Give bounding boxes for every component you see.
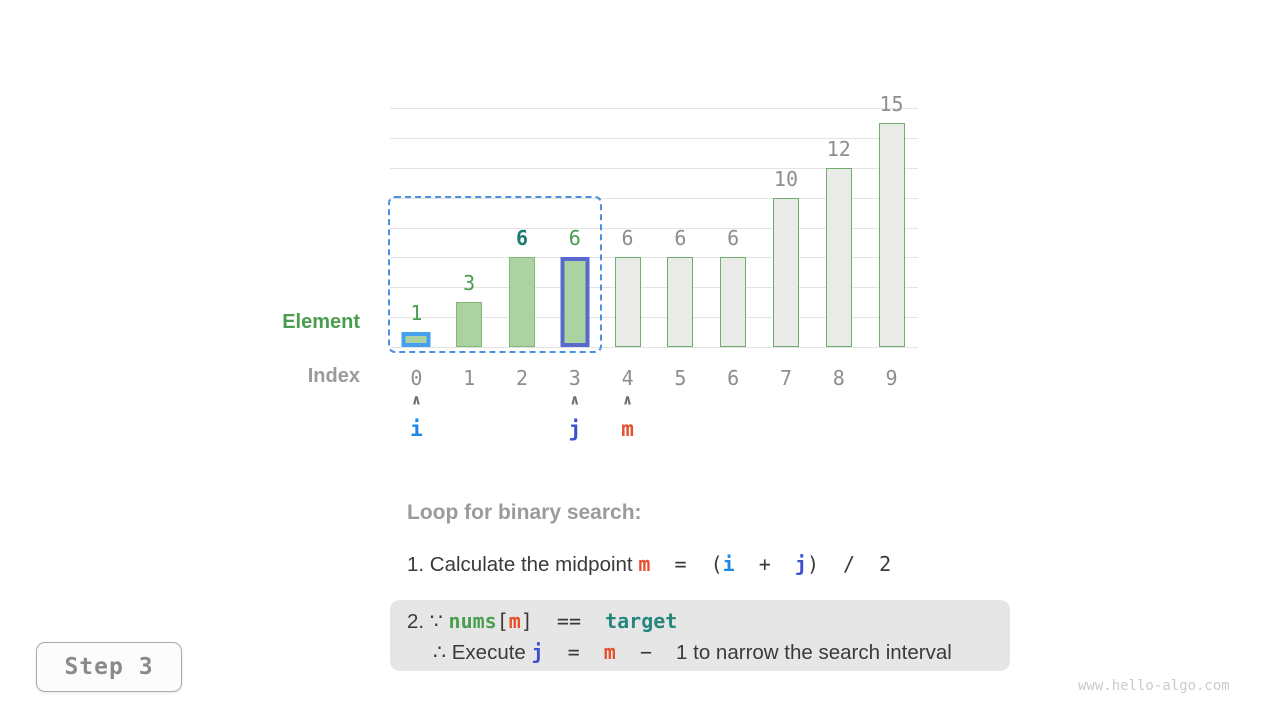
bar-value-label: 1: [410, 301, 423, 326]
pointer-label-i: i: [410, 417, 423, 441]
bar-index-6: [720, 257, 747, 347]
gridline: [390, 167, 918, 169]
bar-slot-9: 15: [865, 94, 918, 347]
step1-line: 1. Calculate the midpoint m = (i + j) / …: [407, 552, 891, 577]
bar-index-7: [772, 197, 799, 347]
element-row-label: Element: [282, 311, 360, 333]
bar-slot-8: 12: [812, 108, 865, 347]
up-caret-icon: ∧: [411, 392, 422, 409]
bar-value-label: 12: [826, 136, 851, 161]
bar-slot-4: 6: [601, 108, 654, 347]
pointer-slot-empty: [654, 394, 707, 440]
bar-index-9: [878, 122, 905, 347]
up-caret-icon: ∧: [622, 392, 633, 409]
bar-slot-3: 6: [548, 108, 601, 347]
gridline: [390, 197, 918, 199]
bars-row: 1 3 6 6 6 6 6 10 12 15: [390, 94, 918, 347]
j-token: j: [531, 640, 544, 664]
pointer-slot-empty: [812, 394, 865, 440]
m-token: m: [603, 640, 616, 664]
step2-highlight-box: 2. ∵ nums[m] == target ∴ Execute j = m −…: [390, 600, 1010, 671]
bar-index-4: [614, 257, 641, 347]
pointer-slot-empty: [707, 394, 760, 440]
bar-value-label: 6: [515, 226, 529, 251]
index-number-5: 5: [674, 366, 687, 390]
bar-slot-5: 6: [654, 108, 707, 347]
double-equals: ==: [532, 609, 606, 633]
bar-index-8: [825, 167, 852, 347]
equals-open-paren: = (: [650, 552, 723, 576]
loop-heading: Loop for binary search:: [407, 501, 642, 524]
index-number-1: 1: [463, 366, 476, 390]
therefore-prefix: ∴ Execute: [433, 641, 532, 664]
gridline: [390, 108, 918, 109]
bar-slot-0: 1: [390, 108, 443, 347]
j-token: j: [794, 552, 807, 576]
step-badge: Step 3: [36, 642, 182, 692]
target-token: target: [605, 609, 678, 633]
gridline: [390, 347, 918, 348]
open-bracket: [: [496, 609, 509, 633]
plus-operator: +: [734, 552, 795, 576]
pointer-j: ∧ j: [548, 392, 601, 441]
bar-value-label: 3: [463, 271, 476, 296]
pointer-i: ∧ i: [390, 392, 443, 441]
watermark: www.hello-algo.com: [1078, 678, 1230, 694]
pointer-m: ∧ m: [601, 392, 654, 441]
pointer-label-m: m: [621, 417, 634, 441]
index-number-4: 4: [621, 366, 634, 390]
array-bar-chart: 1 3 6 6 6 6 6 10 12 15: [388, 94, 918, 353]
gridline: [390, 287, 918, 289]
bar-value-label: 15: [879, 91, 904, 116]
minus-operator: −: [615, 640, 677, 664]
gridline: [390, 317, 918, 319]
step1-text: 1. Calculate the midpoint: [407, 553, 639, 576]
nums-token: nums: [448, 609, 497, 633]
bar-slot-1: 3: [443, 108, 496, 347]
index-number-row: 0 1 2 3 4 5 6 7 8 9: [390, 367, 918, 389]
because-prefix: 2. ∵: [407, 610, 449, 633]
pointer-slot-empty: [443, 394, 496, 440]
m-token: m: [638, 552, 651, 576]
step2-action-line: ∴ Execute j = m − 1 to narrow the search…: [433, 637, 1010, 668]
close-paren-div: ) / 2: [806, 552, 892, 576]
pointer-slot-empty: [760, 394, 813, 440]
gridline: [390, 257, 918, 259]
index-number-8: 8: [832, 366, 845, 390]
index-number-2: 2: [515, 366, 529, 390]
bar-value-label: 6: [568, 226, 581, 251]
bar-index-3: [560, 257, 590, 347]
bar-value-label: 6: [727, 226, 740, 251]
index-row-label: Index: [307, 365, 360, 387]
gridline: [390, 227, 918, 229]
up-caret-icon: ∧: [569, 392, 581, 409]
gridline: [390, 137, 918, 139]
bar-index-5: [667, 257, 694, 347]
bar-value-label: 10: [773, 166, 799, 191]
narrow-interval-text: 1 to narrow the search interval: [676, 641, 952, 664]
index-number-7: 7: [779, 366, 792, 390]
bar-index-1: [456, 302, 483, 347]
bar-value-label: 6: [674, 226, 687, 251]
i-token: i: [722, 552, 735, 576]
index-number-3: 3: [568, 366, 581, 390]
index-number-6: 6: [727, 366, 740, 390]
equals-operator: =: [543, 640, 604, 664]
index-number-0: 0: [410, 366, 423, 390]
pointer-slot-empty: [496, 394, 549, 440]
close-bracket: ]: [520, 609, 533, 633]
pointer-row: ∧ i ∧ j ∧ m: [390, 392, 918, 441]
bar-slot-7: 10: [760, 108, 813, 347]
m-token: m: [508, 609, 521, 633]
index-number-9: 9: [885, 366, 898, 390]
bar-index-0: [401, 332, 431, 347]
bar-slot-2: 6: [496, 108, 549, 347]
step2-condition-line: 2. ∵ nums[m] == target: [407, 606, 1010, 637]
pointer-label-j: j: [568, 417, 582, 441]
bar-value-label: 6: [621, 226, 634, 251]
bar-slot-6: 6: [707, 108, 760, 347]
pointer-slot-empty: [865, 394, 918, 440]
bar-index-2: [508, 257, 535, 347]
